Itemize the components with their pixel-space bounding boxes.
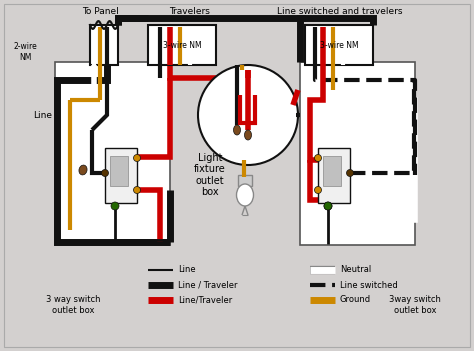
Bar xyxy=(55,62,170,245)
Ellipse shape xyxy=(245,130,252,140)
Circle shape xyxy=(346,170,354,177)
Text: 3-wire NM: 3-wire NM xyxy=(163,40,201,49)
Text: Travelers: Travelers xyxy=(170,7,210,16)
Text: Line/Traveler: Line/Traveler xyxy=(178,296,232,305)
Bar xyxy=(110,156,128,186)
Text: Line: Line xyxy=(33,111,52,119)
Text: Ground: Ground xyxy=(340,296,371,305)
Ellipse shape xyxy=(79,165,87,175)
Bar xyxy=(323,156,341,186)
Bar xyxy=(238,175,252,186)
Text: Line switched and travelers: Line switched and travelers xyxy=(277,7,403,16)
Text: 3-wire NM: 3-wire NM xyxy=(319,40,358,49)
Circle shape xyxy=(101,170,109,177)
Text: Line switched: Line switched xyxy=(340,280,398,290)
Bar xyxy=(318,148,350,203)
Circle shape xyxy=(324,202,332,210)
Bar xyxy=(105,148,137,203)
Circle shape xyxy=(315,154,321,161)
Text: Line / Traveler: Line / Traveler xyxy=(178,280,237,290)
Circle shape xyxy=(134,186,140,193)
Text: Neutral: Neutral xyxy=(340,265,371,274)
Circle shape xyxy=(134,154,140,161)
Text: 3 way switch
outlet box: 3 way switch outlet box xyxy=(46,295,100,315)
Bar xyxy=(300,62,415,245)
Text: 2-wire
NM: 2-wire NM xyxy=(13,42,37,62)
Ellipse shape xyxy=(237,184,254,206)
Text: 3way switch
outlet box: 3way switch outlet box xyxy=(389,295,441,315)
Circle shape xyxy=(315,186,321,193)
Bar xyxy=(90,25,118,65)
Circle shape xyxy=(198,65,298,165)
Circle shape xyxy=(324,202,332,210)
Text: To Panel: To Panel xyxy=(82,7,118,16)
Text: Line: Line xyxy=(178,265,196,274)
Text: Light
fixture
outlet
box: Light fixture outlet box xyxy=(194,153,226,197)
Ellipse shape xyxy=(234,125,240,135)
Bar xyxy=(148,25,216,65)
Bar xyxy=(305,25,373,65)
Circle shape xyxy=(111,202,119,210)
